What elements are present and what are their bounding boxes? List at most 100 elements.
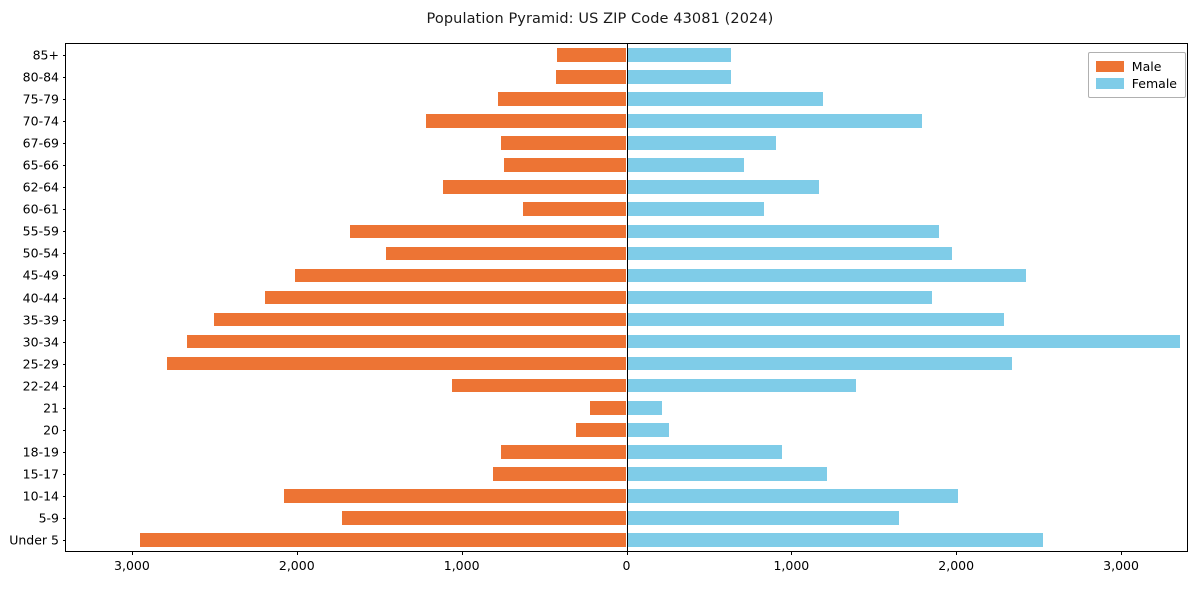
bar-female [626, 312, 1004, 327]
pyramid-row [66, 114, 1187, 128]
y-axis-label: Under 5 [9, 532, 59, 548]
bar-male [451, 378, 627, 393]
y-axis-label: 15-17 [22, 466, 59, 482]
y-axis-tick [62, 253, 66, 255]
legend-swatch-male [1095, 61, 1124, 72]
y-axis-tick [62, 143, 66, 145]
bars-layer [66, 44, 1187, 551]
x-axis-tick [131, 551, 133, 555]
pyramid-row [66, 136, 1187, 151]
y-axis-tick [62, 451, 66, 453]
bar-female [626, 467, 827, 481]
bar-female [626, 158, 744, 173]
pyramid-row [66, 489, 1187, 503]
bar-male [426, 114, 627, 128]
bar-male [349, 224, 627, 239]
bar-male [497, 92, 627, 106]
x-axis-label: 2,000 [278, 558, 315, 573]
y-axis-tick [62, 99, 66, 101]
bar-male [213, 312, 627, 327]
y-axis-label: 60-61 [22, 201, 59, 217]
y-axis-tick [62, 495, 66, 497]
bar-female [626, 489, 958, 503]
y-axis-tick [62, 473, 66, 475]
legend-item-male[interactable]: Male [1095, 58, 1177, 75]
bar-female [626, 224, 939, 239]
pyramid-row [66, 224, 1187, 239]
y-axis-label: 70-74 [22, 113, 59, 129]
x-axis-tick [296, 551, 298, 555]
bar-male [295, 268, 627, 283]
bar-male [442, 180, 627, 195]
y-axis-tick [62, 407, 66, 409]
y-axis-tick [62, 297, 66, 299]
chart-title: Population Pyramid: US ZIP Code 43081 (2… [426, 11, 774, 27]
y-axis-tick [62, 385, 66, 387]
x-axis-tick [791, 551, 793, 555]
bar-female [626, 48, 731, 62]
y-axis-label: 55-59 [22, 223, 59, 239]
y-axis-tick [62, 121, 66, 123]
bar-female [626, 246, 953, 261]
bar-male [342, 511, 627, 525]
bar-female [626, 422, 669, 437]
y-axis-label: 25-29 [22, 356, 59, 372]
pyramid-row [66, 48, 1187, 62]
chart-legend: Male Female [1087, 52, 1186, 98]
x-axis-tick [956, 551, 958, 555]
bar-female [626, 92, 823, 106]
y-axis-label: 35-39 [22, 312, 59, 328]
bar-male [501, 136, 627, 151]
pyramid-row [66, 158, 1187, 173]
bar-female [626, 511, 899, 525]
pyramid-row [66, 511, 1187, 525]
bar-female [626, 290, 933, 305]
x-axis-tick [1121, 551, 1123, 555]
bar-female [626, 114, 922, 128]
y-axis-tick [62, 319, 66, 321]
bar-male [166, 356, 627, 371]
x-axis-tick [626, 551, 628, 555]
x-axis-label: 1,000 [773, 558, 810, 573]
bar-female [626, 533, 1043, 547]
y-axis-label: 21 [43, 400, 59, 416]
x-axis-label: 2,000 [938, 558, 975, 573]
y-axis-label: 18-19 [22, 444, 59, 460]
pyramid-row [66, 290, 1187, 305]
pyramid-row [66, 312, 1187, 327]
pyramid-row [66, 400, 1187, 415]
y-axis-label: 30-34 [22, 334, 59, 350]
bar-female [626, 180, 819, 195]
legend-swatch-female [1095, 78, 1124, 89]
legend-item-female[interactable]: Female [1095, 75, 1177, 92]
legend-label-female: Female [1131, 76, 1177, 91]
pyramid-row [66, 467, 1187, 481]
pyramid-row [66, 180, 1187, 195]
bar-female [626, 268, 1027, 283]
bar-male [187, 334, 627, 349]
x-axis-label: 0 [622, 558, 631, 573]
bar-female [626, 400, 663, 415]
bar-female [626, 378, 856, 393]
pyramid-row [66, 422, 1187, 437]
y-axis-label: 22-24 [22, 378, 59, 394]
y-axis-tick [62, 539, 66, 541]
y-axis-tick [62, 77, 66, 79]
x-axis-tick [461, 551, 463, 555]
bar-female [626, 202, 765, 217]
bar-male [492, 467, 627, 481]
y-axis-tick [62, 165, 66, 167]
y-axis-label: 5-9 [38, 510, 59, 526]
pyramid-row [66, 356, 1187, 371]
y-axis-tick [62, 363, 66, 365]
y-axis-tick [62, 517, 66, 519]
bar-female [626, 444, 783, 459]
bar-male [503, 158, 627, 173]
bar-male [555, 70, 627, 84]
bar-female [626, 356, 1013, 371]
y-axis-tick [62, 55, 66, 57]
pyramid-row [66, 533, 1187, 547]
y-axis-label: 45-49 [22, 267, 59, 283]
y-axis-label: 67-69 [22, 135, 59, 151]
bar-male [265, 290, 627, 305]
